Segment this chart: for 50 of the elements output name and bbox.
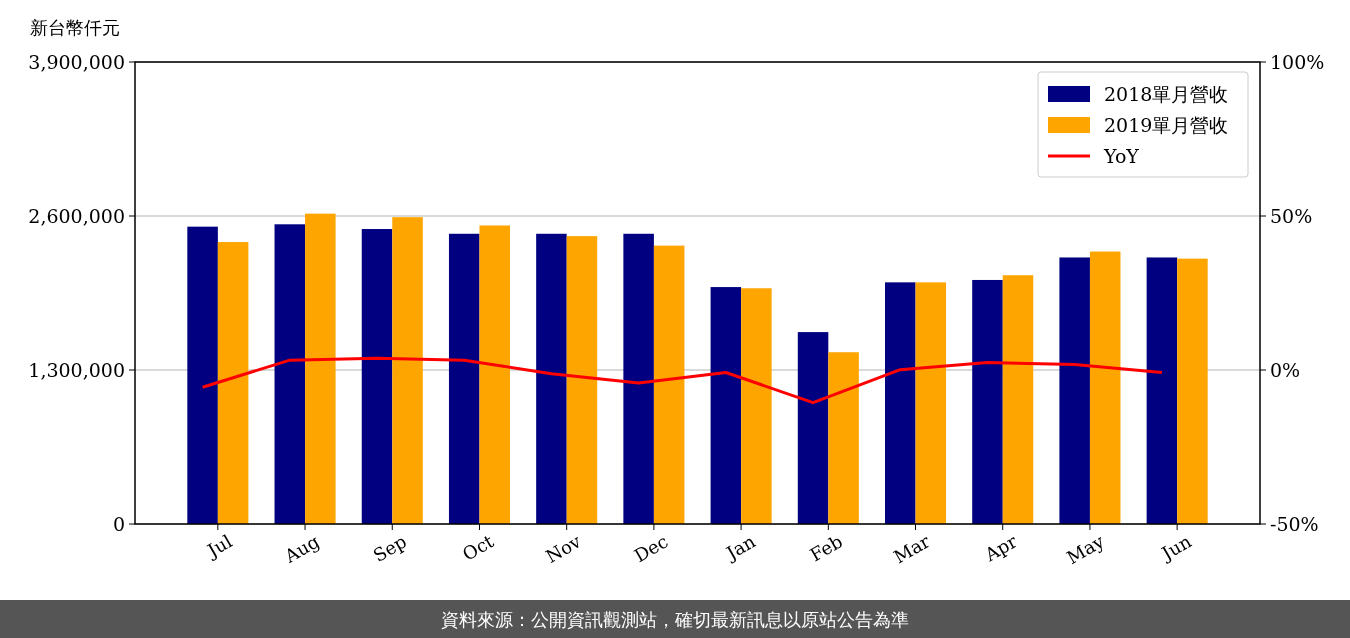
bar bbox=[1059, 257, 1090, 524]
source-note: 資料來源：公開資訊觀測站，確切最新訊息以原站公告為準 bbox=[441, 609, 909, 630]
bar bbox=[361, 229, 393, 524]
y2-tick-label: -50% bbox=[1270, 513, 1319, 535]
bar bbox=[305, 213, 336, 524]
bar bbox=[187, 226, 218, 524]
bar bbox=[274, 224, 306, 524]
x-tick-label: Oct bbox=[458, 530, 498, 565]
y-tick-label: 0 bbox=[112, 513, 125, 535]
y2-tick-label: 100% bbox=[1270, 51, 1325, 73]
line-series bbox=[201, 356, 1164, 405]
bar bbox=[1177, 258, 1208, 524]
legend-label: 2018單月營收 bbox=[1104, 83, 1229, 105]
bar bbox=[797, 332, 829, 524]
y-tick-label: 2,600,000 bbox=[28, 205, 125, 227]
x-tick-label: Jul bbox=[201, 530, 236, 562]
bar bbox=[392, 217, 423, 524]
y2-tick-label: 0% bbox=[1270, 359, 1301, 381]
bar bbox=[972, 279, 1003, 524]
bar bbox=[623, 233, 654, 524]
x-tick-label: Dec bbox=[630, 530, 672, 567]
x-tick-label: May bbox=[1063, 529, 1109, 569]
x-tick-label: Mar bbox=[889, 530, 934, 568]
x-tick-label: Apr bbox=[980, 530, 1021, 566]
bar bbox=[741, 288, 772, 524]
legend-label: 2019單月營收 bbox=[1104, 114, 1229, 136]
x-tick-label: Nov bbox=[542, 529, 586, 567]
bar bbox=[1146, 257, 1178, 524]
legend-label: YoY bbox=[1103, 145, 1140, 167]
bar bbox=[217, 242, 249, 524]
y-axis-title: 新台幣仟元 bbox=[30, 17, 120, 38]
bar bbox=[566, 236, 598, 524]
bar bbox=[915, 282, 947, 524]
bar bbox=[1002, 275, 1034, 524]
bar bbox=[479, 225, 510, 524]
bar bbox=[710, 287, 742, 524]
x-tick-label: Feb bbox=[806, 530, 846, 566]
y2-tick-label: 50% bbox=[1270, 205, 1313, 227]
x-tick-label: Jun bbox=[1156, 530, 1196, 565]
bar bbox=[536, 233, 567, 524]
x-tick-label: Jan bbox=[720, 530, 760, 565]
bar bbox=[448, 233, 480, 524]
y-tick-label: 1,300,000 bbox=[28, 359, 125, 381]
x-tick-label: Aug bbox=[280, 530, 323, 568]
bar bbox=[653, 245, 685, 524]
y-tick-label: 3,900,000 bbox=[28, 51, 125, 73]
x-tick-label: Sep bbox=[369, 530, 410, 566]
bar bbox=[1089, 251, 1121, 524]
bar bbox=[885, 282, 916, 524]
bar bbox=[828, 352, 859, 524]
